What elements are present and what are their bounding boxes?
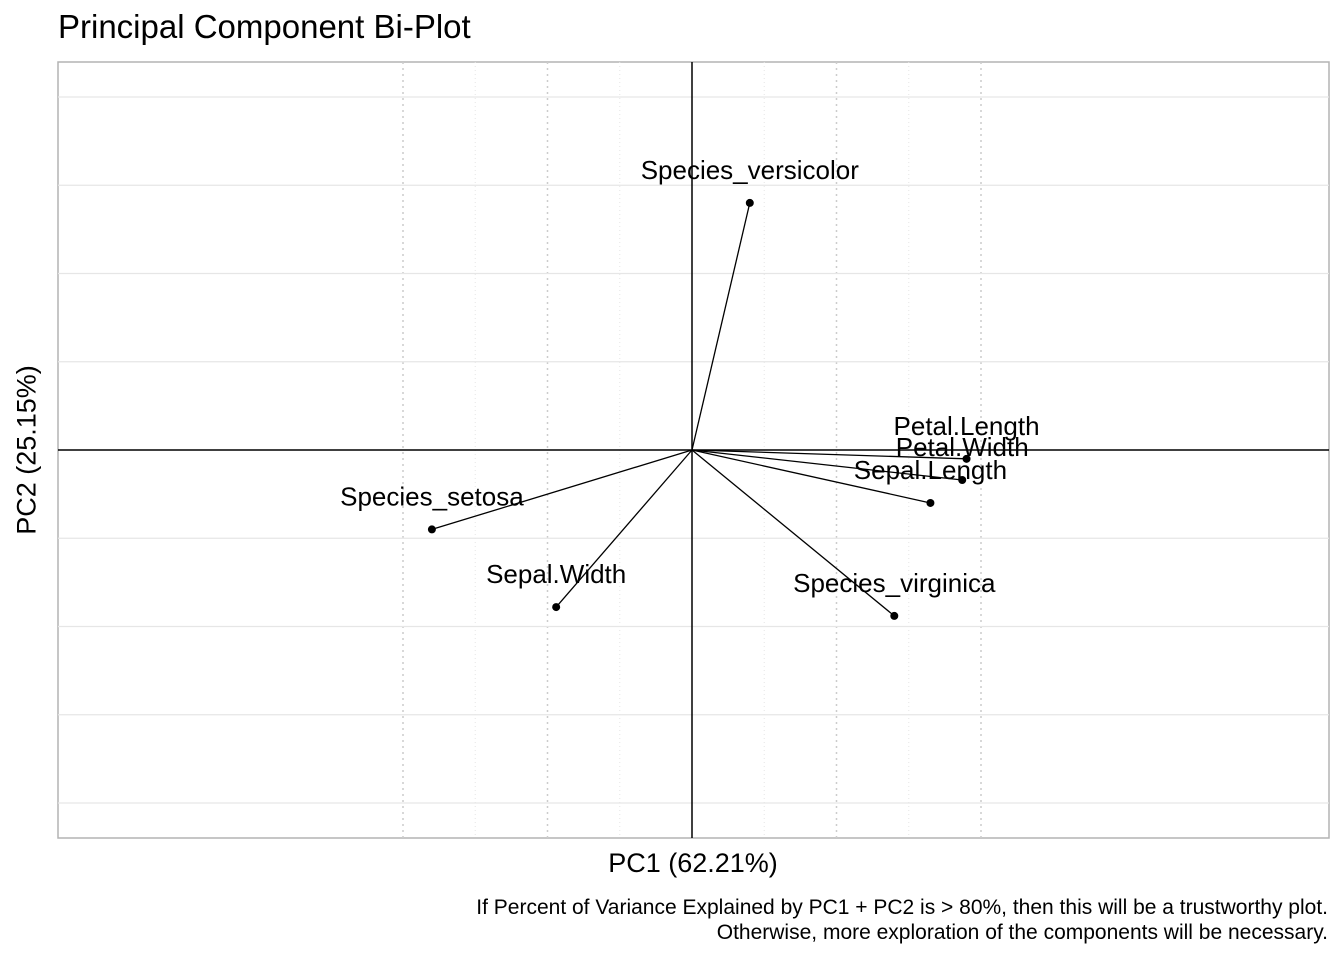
vector-6 [691, 449, 895, 617]
vector-3 [691, 449, 931, 504]
point-1 [962, 454, 971, 463]
caption-line-1: If Percent of Variance Explained by PC1 … [476, 896, 1328, 919]
vector-4 [431, 449, 693, 531]
point-5 [552, 603, 561, 612]
point-label-5: Sepal.Width [486, 559, 626, 589]
vector-0 [691, 202, 751, 451]
chart-caption: If Percent of Variance Explained by PC1 … [476, 895, 1328, 945]
chart-title: Principal Component Bi-Plot [58, 8, 471, 45]
point-label-2: Petal.Width [896, 432, 1029, 462]
vector-5 [555, 449, 693, 608]
point-label-6: Species_virginica [793, 568, 996, 598]
vector-1 [691, 449, 967, 460]
point-label-4: Species_setosa [340, 481, 524, 511]
point-3 [926, 498, 935, 507]
point-2 [958, 476, 967, 485]
point-label-3: Sepal.Length [854, 455, 1007, 485]
y-axis-label: PC2 (25.15%) [11, 365, 42, 535]
loading-points [427, 198, 971, 620]
point-label-0: Species_versicolor [641, 155, 860, 185]
point-0 [745, 198, 754, 207]
loading-vectors [431, 202, 967, 617]
point-6 [890, 611, 899, 620]
x-axis-label: PC1 (62.21%) [608, 848, 778, 878]
point-4 [427, 525, 436, 534]
point-label-1: Petal.Length [894, 411, 1040, 441]
vector-2 [691, 449, 963, 481]
caption-line-2: Otherwise, more exploration of the compo… [716, 921, 1328, 944]
loading-labels: Species_versicolor Petal.LengthPetal.Widt… [340, 155, 1039, 598]
